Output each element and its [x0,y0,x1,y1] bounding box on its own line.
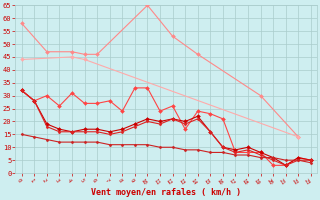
X-axis label: Vent moyen/en rafales ( km/h ): Vent moyen/en rafales ( km/h ) [91,188,241,197]
